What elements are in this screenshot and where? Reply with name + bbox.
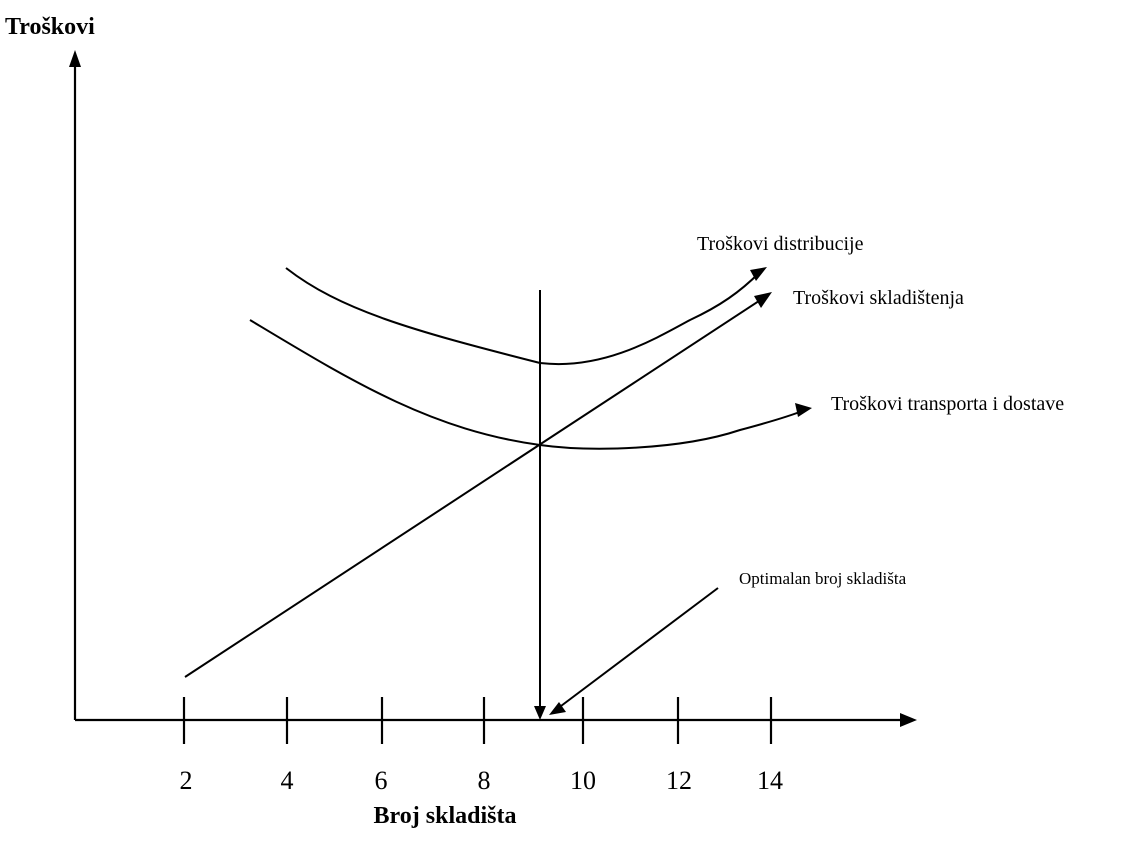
optimal-annotation-arrow-line <box>556 587 719 710</box>
x-tick-label-10: 10 <box>570 766 596 795</box>
distribution-cost-arrowhead <box>750 267 767 281</box>
storage-cost-line <box>184 296 766 678</box>
optimal-count-vertical-arrowhead <box>534 706 546 720</box>
transport-delivery-cost-arrowhead <box>795 403 812 417</box>
distribution-cost-curve <box>285 267 761 366</box>
x-tick-label-2: 2 <box>180 766 193 795</box>
x-axis-title: Broj skladišta <box>374 803 517 829</box>
y-axis-arrowhead <box>69 50 81 67</box>
x-tick-label-4: 4 <box>281 766 294 795</box>
x-tick-label-6: 6 <box>375 766 388 795</box>
optimal-count-label: Optimalan broj skladišta <box>739 569 907 588</box>
transport-delivery-cost-curve <box>249 319 806 450</box>
x-axis-tick-labels: 2 4 6 8 10 12 14 <box>180 766 784 795</box>
optimal-annotation-arrowhead <box>549 702 566 715</box>
storage-cost-arrowhead <box>754 292 772 308</box>
transport-delivery-cost-label: Troškovi transporta i dostave <box>831 393 1064 415</box>
x-tick-label-12: 12 <box>666 766 692 795</box>
x-axis-ticks <box>182 697 773 744</box>
x-tick-label-8: 8 <box>478 766 491 795</box>
x-axis-arrowhead <box>900 713 917 727</box>
x-tick-label-14: 14 <box>757 766 783 795</box>
y-axis-title: Troškovi <box>5 14 95 40</box>
distribution-cost-label: Troškovi distribucije <box>697 233 864 255</box>
storage-cost-label: Troškovi skladištenja <box>793 287 964 309</box>
